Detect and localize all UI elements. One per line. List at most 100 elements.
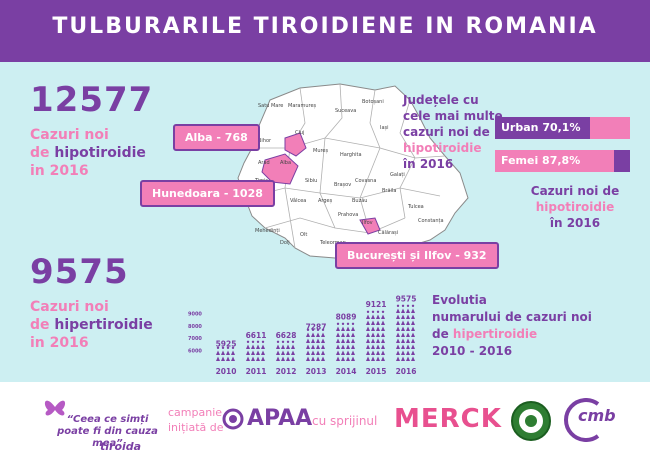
county-label: Galați xyxy=(390,172,405,178)
county-label: Mehedinți xyxy=(255,228,280,234)
hyper-chart: 9000 8000 7000 6000 5925 2010 6611 2011 6628 2012… xyxy=(188,294,417,376)
label-alba: Alba - 768 xyxy=(173,124,260,151)
evolution-line3-bold: hipertiroidie xyxy=(452,327,538,341)
hyper-line1: Cazuri noi xyxy=(30,299,109,315)
evolution-caption: Evolutia numarului de cazuri noi de hipe… xyxy=(432,292,592,360)
y-tick-label: 7000 xyxy=(188,336,202,342)
bar-pictogram xyxy=(276,340,295,361)
county-label: Satu Mare xyxy=(258,103,284,109)
data-label: 6628 xyxy=(276,331,297,340)
bar-pictogram xyxy=(306,328,325,361)
y-tick-label: 8000 xyxy=(188,324,202,330)
bucuresti-region xyxy=(359,217,381,235)
bar-pictogram xyxy=(336,322,355,361)
county-label: Arad xyxy=(258,160,270,166)
county-label: Dolj xyxy=(280,240,290,246)
campaign-quote: “Ceea ce simți poate fi din cauza mea” xyxy=(55,414,160,450)
y-tick-label: 9000 xyxy=(188,311,202,317)
county-label: Suceava xyxy=(335,108,357,114)
county-label: Cluj xyxy=(295,130,305,136)
tiroida-logo: tiroida xyxy=(100,440,142,453)
county-label: Iași xyxy=(380,125,389,131)
hypo-caption: Cazuri noi de hipotiroidie in 2016 xyxy=(30,126,146,180)
county-label: Ilfov xyxy=(362,220,373,226)
data-label: 7287 xyxy=(306,323,327,332)
society-seal-icon xyxy=(511,401,551,441)
percentage-bar-fill: Femei 87,8% xyxy=(495,150,614,172)
campaign-line1: campanie xyxy=(168,406,223,419)
header-banner: TULBURARILE TIROIDIENE IN ROMANIA xyxy=(0,0,650,62)
counties-title: Județele cu cele mai multe cazuri noi de… xyxy=(403,92,503,172)
county-label: Constanța xyxy=(418,218,444,224)
percentage-bar: Femei 87,8% xyxy=(495,150,630,172)
bar-pictogram xyxy=(396,304,415,361)
x-tick-label: 2011 xyxy=(246,367,267,376)
y-tick-label: 6000 xyxy=(188,349,202,355)
county-label: Teleorman xyxy=(320,240,346,246)
county-label: Maramureș xyxy=(288,103,317,109)
data-label: 8089 xyxy=(336,313,357,322)
county-label: Prahova xyxy=(338,212,359,218)
county-label: Tulcea xyxy=(408,204,424,210)
counties-title-line5: în 2016 xyxy=(403,157,454,171)
counties-title-line2: cele mai multe xyxy=(403,109,503,123)
hypo-count: 12577 xyxy=(30,80,154,120)
bar-pictogram xyxy=(246,340,265,361)
bar-pictogram xyxy=(366,310,385,361)
data-label: 9575 xyxy=(396,294,417,303)
counties-title-line3: cazuri noi de xyxy=(403,125,490,139)
evolution-line1: Evolutia xyxy=(432,293,487,307)
hyper-line3: in 2016 xyxy=(30,335,89,351)
county-label: Botoșani xyxy=(362,99,384,105)
hyper-count: 9575 xyxy=(30,252,129,292)
counties-title-line4: hipotiroidie xyxy=(403,141,482,155)
cmb-logo: cmb xyxy=(578,406,616,425)
county-label: Argeș xyxy=(318,198,333,204)
evolution-line4: 2010 - 2016 xyxy=(432,344,513,358)
support-text: cu sprijinul xyxy=(312,414,378,428)
apaa-logo: APAA xyxy=(247,406,313,431)
data-label: 6611 xyxy=(246,331,267,340)
merck-logo: MERCK xyxy=(394,404,502,434)
x-tick-label: 2014 xyxy=(336,367,357,376)
county-label: Brașov xyxy=(334,182,352,188)
label-hunedoara: Hunedoara - 1028 xyxy=(140,180,275,207)
quote-line2: poate fi din cauza mea” xyxy=(57,426,158,449)
bars-caption-line1: Cazuri noi de xyxy=(530,184,620,198)
county-label: Harghita xyxy=(340,152,362,158)
data-label: 9121 xyxy=(366,300,387,309)
counties-title-line1: Județele cu xyxy=(403,93,479,107)
x-tick-label: 2012 xyxy=(276,367,297,376)
hypo-line1: Cazuri noi xyxy=(30,127,109,143)
bars-caption-line3: în 2016 xyxy=(549,216,601,230)
county-label: Vâlcea xyxy=(290,198,307,204)
percentage-bar-rest xyxy=(589,117,630,139)
x-tick-label: 2010 xyxy=(216,367,237,376)
hyper-line2-bold: hipertiroidie xyxy=(54,317,153,333)
hypo-line2-bold: hipotiroidie xyxy=(54,145,146,161)
county-lines xyxy=(244,83,446,249)
hypo-line2-prefix: de xyxy=(30,145,55,161)
label-bucuresti: București și Ilfov - 932 xyxy=(335,242,499,269)
x-tick-label: 2015 xyxy=(366,367,387,376)
butterfly-icon xyxy=(44,400,66,416)
x-tick-label: 2013 xyxy=(306,367,327,376)
county-label: Covasna xyxy=(355,178,377,184)
percentage-bar: Urban 70,1% xyxy=(495,117,630,139)
county-label: Bihor xyxy=(258,138,272,144)
bar-pictogram xyxy=(216,346,235,361)
county-label: Călărași xyxy=(378,230,399,236)
county-label: Sibiu xyxy=(305,178,318,184)
hyper-line2-prefix: de xyxy=(30,317,55,333)
evolution-line2: numarului de cazuri noi xyxy=(432,310,592,324)
hunedoara-region xyxy=(261,153,299,185)
campaign-line2: inițiată de xyxy=(168,421,224,434)
x-tick-label: 2016 xyxy=(396,367,417,376)
county-label: Olt xyxy=(300,232,308,238)
hyper-caption: Cazuri noi de hipertiroidie in 2016 xyxy=(30,298,153,352)
apaa-logo-icon xyxy=(222,408,244,430)
county-label: Brăila xyxy=(382,188,397,194)
quote-line1: “Ceea ce simți xyxy=(66,414,149,425)
percentage-bar-rest xyxy=(613,150,630,172)
county-label: Alba xyxy=(280,160,292,166)
